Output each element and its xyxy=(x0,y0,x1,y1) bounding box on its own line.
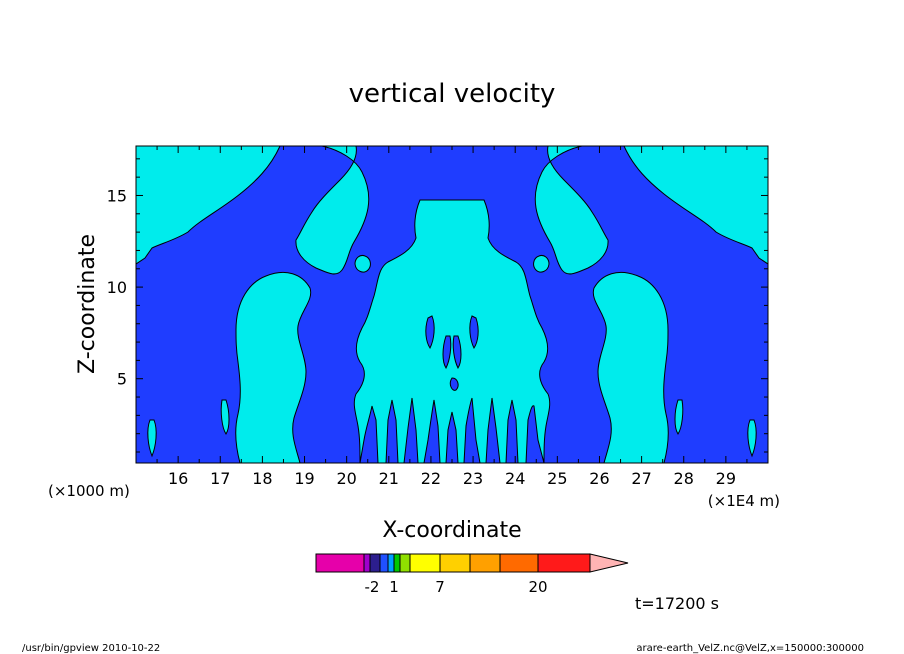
near-zero-regions xyxy=(136,146,768,463)
axis-ticks xyxy=(136,146,768,463)
x-tick-label: 25 xyxy=(547,469,567,488)
x-tick-label: 18 xyxy=(252,469,272,488)
x-tick-label: 22 xyxy=(421,469,441,488)
colorbar-segment xyxy=(469,553,501,573)
colorbar-label: 20 xyxy=(528,578,547,596)
cyan-sliver-right-2 xyxy=(674,399,684,435)
cyan-sliver-left-2 xyxy=(220,399,230,435)
cyan-region-top-right xyxy=(623,146,768,265)
cyan-region-left-column xyxy=(235,272,312,463)
x-tick-label: 29 xyxy=(716,469,736,488)
blue-spike-1 xyxy=(359,405,379,463)
x-tick-label: 26 xyxy=(589,469,609,488)
axis-tick-labels: 16 17 18 19 20 21 22 23 24 25 26 27 28 29 5 10 15 xyxy=(107,186,736,488)
colorbar xyxy=(315,553,629,573)
footer-left: /usr/bin/gpview 2010-10-22 xyxy=(22,643,160,654)
footer-right: arare-earth_VelZ.nc@VelZ,x=150000:300000 xyxy=(636,643,864,654)
cyan-region-right-column xyxy=(592,272,669,463)
x-tick-label: 20 xyxy=(336,469,356,488)
colorbar-segment xyxy=(399,553,411,573)
cyan-region-top-left xyxy=(136,146,281,265)
cyan-region-center xyxy=(353,199,551,463)
x-tick-label: 27 xyxy=(631,469,651,488)
x-tick-label: 16 xyxy=(168,469,188,488)
blue-pocket-c5 xyxy=(449,377,459,391)
cyan-blob-right-mid xyxy=(533,255,550,273)
colorbar-segment xyxy=(439,553,471,573)
chart-title: vertical velocity xyxy=(349,79,556,109)
colorbar-segment xyxy=(499,553,539,573)
blue-pocket-c2 xyxy=(469,315,479,349)
contour-plot xyxy=(136,146,768,463)
cyan-region-upper-left xyxy=(295,146,370,275)
colorbar-segment xyxy=(387,553,395,573)
x-tick-label: 28 xyxy=(674,469,694,488)
colorbar-label: 7 xyxy=(435,578,445,596)
blue-pocket-c4 xyxy=(452,335,462,369)
x-tick-label: 19 xyxy=(294,469,314,488)
y-tick-label: 15 xyxy=(107,186,127,205)
cyan-sliver-left-1 xyxy=(147,419,157,458)
blue-spike-8 xyxy=(505,399,519,463)
blue-spike-4 xyxy=(423,399,441,463)
blue-pocket-c1 xyxy=(425,315,435,349)
colorbar-segment xyxy=(363,553,371,573)
colorbar-label: 1 xyxy=(389,578,399,596)
colorbar-segment xyxy=(393,553,401,573)
blue-spike-2 xyxy=(385,399,399,463)
blue-spike-7 xyxy=(485,397,501,463)
y-axis-label: Z-coordinate xyxy=(75,234,100,374)
cyan-region-upper-right xyxy=(534,146,609,275)
blue-pocket-c3 xyxy=(442,335,452,369)
colorbar-segment xyxy=(379,553,389,573)
colorbar-labels: -2 1 7 20 xyxy=(365,578,548,596)
x-tick-label: 23 xyxy=(463,469,483,488)
colorbar-label: -2 xyxy=(365,578,380,596)
blue-spike-9 xyxy=(525,405,545,463)
negative-pockets xyxy=(359,315,545,463)
x-tick-label: 24 xyxy=(505,469,525,488)
x-tick-label: 17 xyxy=(210,469,230,488)
blue-spike-5 xyxy=(445,411,459,463)
colorbar-segment xyxy=(315,553,365,573)
x-tick-label: 21 xyxy=(379,469,399,488)
cyan-sliver-right-1 xyxy=(747,419,757,458)
colorbar-segment xyxy=(369,553,381,573)
y-tick-label: 5 xyxy=(117,370,127,389)
x-unit-left: (×1000 m) xyxy=(48,482,130,500)
blue-spike-3 xyxy=(403,397,419,463)
time-label: t=17200 s xyxy=(635,594,719,613)
colorbar-segment xyxy=(409,553,441,573)
x-unit-right: (×1E4 m) xyxy=(708,492,780,510)
colorbar-arrow xyxy=(589,553,629,573)
cyan-blob-left-mid xyxy=(354,255,371,273)
blue-spike-6 xyxy=(463,397,481,463)
colorbar-segment xyxy=(537,553,591,573)
y-tick-label: 10 xyxy=(107,278,127,297)
x-axis-label: X-coordinate xyxy=(382,518,521,543)
